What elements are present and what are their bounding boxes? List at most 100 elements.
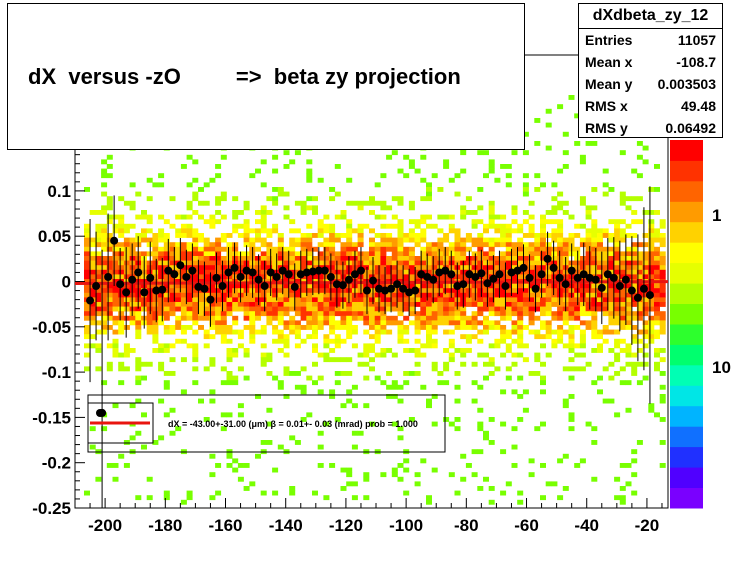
heatmap-cell (243, 219, 250, 225)
heatmap-cell (129, 320, 136, 326)
heatmap-cell (579, 154, 586, 160)
heatmap-cell (654, 237, 660, 243)
heatmap-cell (300, 205, 307, 211)
heatmap-cell (597, 233, 603, 238)
heatmap-cell (403, 348, 410, 353)
heatmap-cell (158, 361, 165, 367)
heatmap-cell (614, 302, 621, 307)
heatmap-cell (277, 380, 284, 386)
heatmap-cell (659, 269, 666, 275)
heatmap-cell (579, 242, 586, 248)
heatmap-cell (397, 384, 404, 390)
heatmap-cell (619, 338, 626, 344)
heatmap-cell (277, 302, 284, 307)
heatmap-cell (597, 260, 603, 266)
x-tick-label: -100 (389, 516, 423, 535)
heatmap-cell (597, 389, 603, 395)
heatmap-cell (163, 283, 170, 289)
heatmap-cell (517, 292, 524, 298)
heatmap-cell (95, 320, 102, 326)
heatmap-cell (169, 283, 176, 289)
heatmap-cell (346, 251, 353, 257)
heatmap-cell (602, 288, 609, 294)
heatmap-cell (141, 251, 147, 257)
heatmap-cell (659, 237, 666, 243)
heatmap-cell (112, 242, 119, 248)
heatmap-cell (659, 283, 666, 289)
heatmap-cell (340, 306, 347, 312)
heatmap-cell (391, 421, 398, 427)
heatmap-cell (522, 187, 529, 192)
heatmap-cell (460, 334, 467, 340)
heatmap-cell (511, 265, 518, 271)
heatmap-cell (534, 265, 541, 271)
heatmap-cell (180, 269, 187, 275)
heatmap-cell (551, 292, 558, 298)
heatmap-cell (146, 306, 153, 312)
heatmap-cell (414, 352, 421, 358)
heatmap-cell (135, 375, 142, 381)
heatmap-cell (517, 375, 524, 381)
heatmap-cell (152, 325, 159, 330)
heatmap-cell (163, 495, 170, 501)
heatmap-cell (403, 338, 410, 344)
data-point (495, 270, 504, 279)
heatmap-cell (272, 329, 279, 335)
heatmap-cell (477, 297, 484, 303)
heatmap-cell (437, 371, 444, 376)
heatmap-cell (289, 490, 296, 496)
heatmap-cell (540, 463, 546, 468)
heatmap-cell (369, 237, 375, 243)
heatmap-cell (289, 246, 296, 252)
heatmap-cell (243, 375, 250, 381)
heatmap-cell (260, 288, 267, 294)
heatmap-cell (112, 329, 119, 335)
heatmap-cell (437, 228, 444, 234)
heatmap-cell (255, 246, 261, 252)
heatmap-cell (551, 205, 558, 211)
heatmap-cell (448, 315, 455, 321)
heatmap-cell (642, 311, 649, 317)
heatmap-cell (465, 196, 472, 202)
heatmap-cell (614, 412, 621, 418)
heatmap-cell (340, 214, 347, 220)
data-point (128, 275, 137, 284)
heatmap-cell (614, 260, 621, 266)
heatmap-cell (209, 219, 216, 225)
heatmap-cell (312, 265, 318, 271)
heatmap-cell (340, 325, 347, 330)
heatmap-cell (477, 384, 484, 390)
heatmap-cell (277, 329, 284, 335)
heatmap-cell (585, 421, 592, 427)
heatmap-cell (545, 108, 552, 114)
heatmap-cell (277, 334, 284, 340)
heatmap-cell (579, 223, 586, 229)
heatmap-cell (266, 302, 273, 307)
heatmap-cell (460, 205, 467, 211)
heatmap-cell (448, 338, 455, 344)
heatmap-cell (237, 210, 244, 215)
heatmap-cell (209, 256, 216, 261)
heatmap-cell (180, 214, 187, 220)
heatmap-cell (505, 334, 512, 340)
heatmap-cell (266, 292, 273, 298)
heatmap-cell (642, 334, 649, 340)
heatmap-cell (357, 311, 364, 317)
heatmap-cell (334, 256, 341, 261)
heatmap-cell (540, 389, 546, 395)
heatmap-cell (146, 283, 153, 289)
heatmap-cell (488, 214, 495, 220)
heatmap-cell (329, 302, 336, 307)
data-point (326, 272, 335, 281)
heatmap-cell (118, 228, 125, 234)
heatmap-cell (648, 233, 655, 238)
heatmap-cell (317, 325, 324, 330)
heatmap-cell (106, 288, 113, 294)
heatmap-cell (408, 260, 415, 266)
heatmap-cell (272, 265, 279, 271)
heatmap-cell (158, 343, 165, 349)
heatmap-cell (340, 467, 347, 473)
x-tick-label: -20 (635, 516, 660, 535)
heatmap-cell (340, 269, 347, 275)
heatmap-cell (488, 371, 495, 376)
